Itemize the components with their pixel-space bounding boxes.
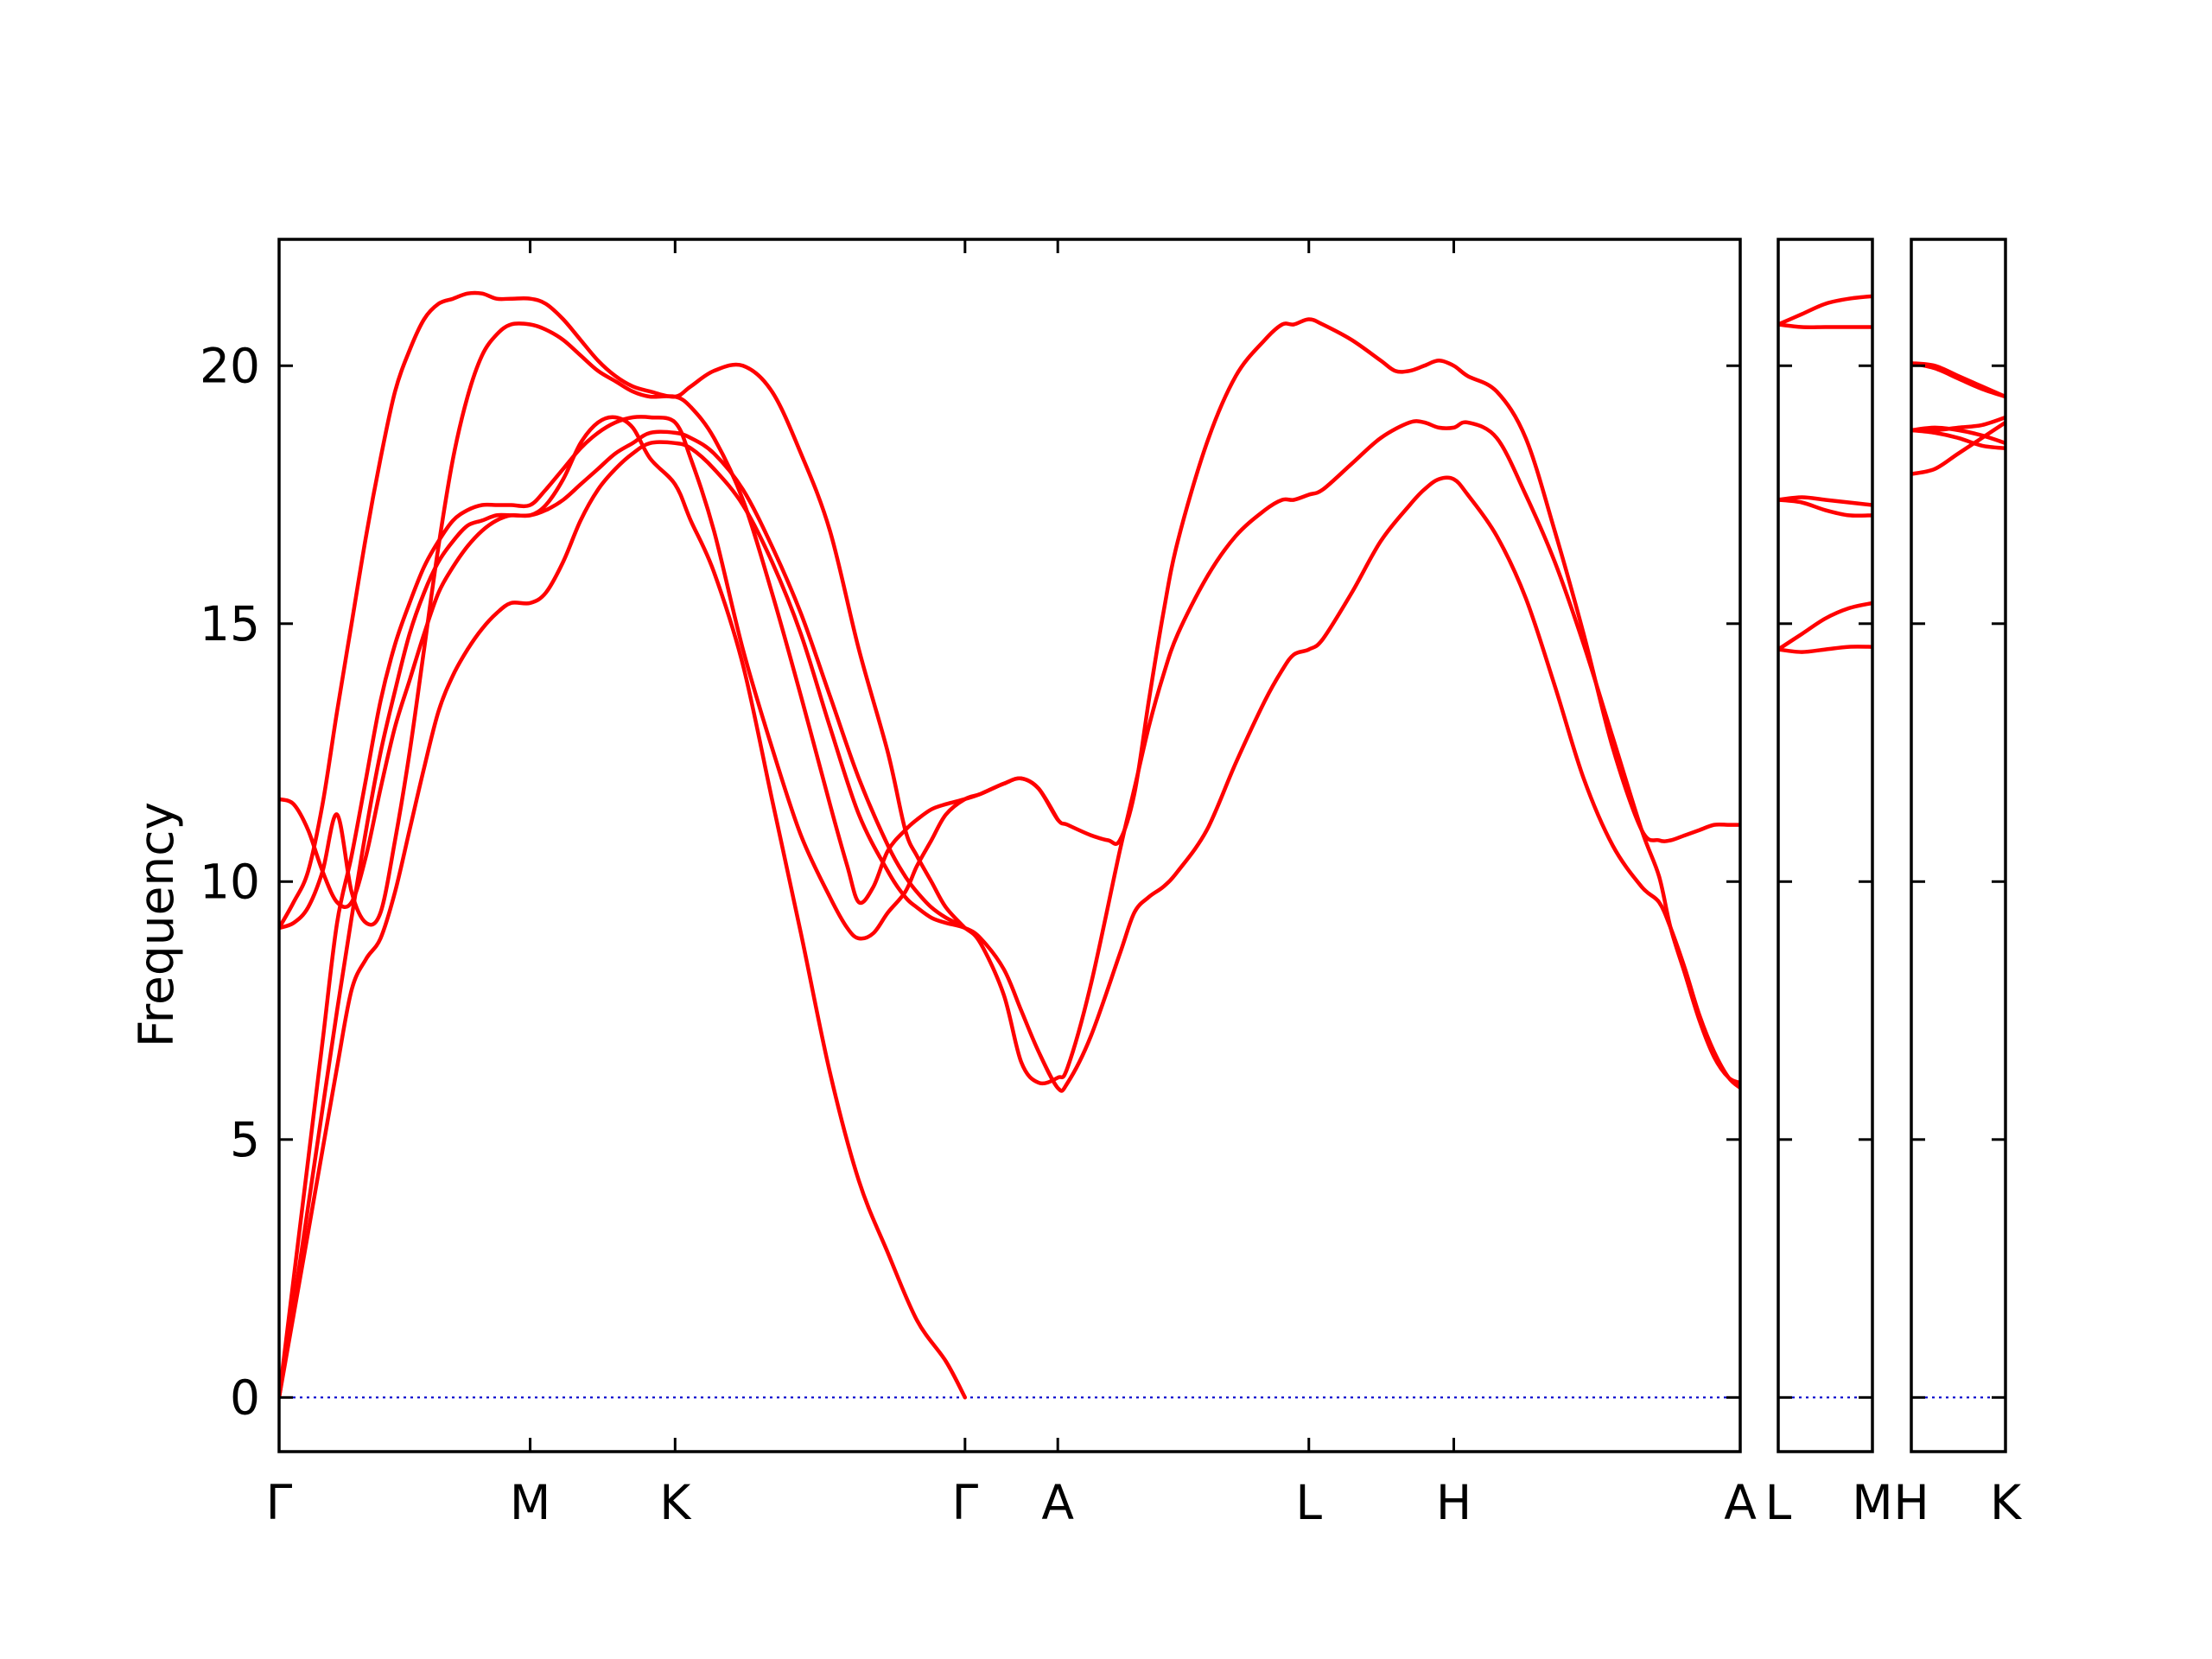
x-tick-label: K bbox=[1990, 1475, 2023, 1530]
x-tick-label: M bbox=[1852, 1475, 1892, 1530]
band-line bbox=[1911, 420, 2005, 476]
panel-frame bbox=[277, 238, 1742, 1453]
x-tick-label: M bbox=[510, 1475, 550, 1530]
x-tick-label: H bbox=[1436, 1475, 1471, 1530]
bands-group bbox=[1911, 361, 2005, 476]
y-axis-label: Frequency bbox=[129, 802, 184, 1047]
band-line bbox=[1778, 645, 1872, 654]
band-line bbox=[279, 440, 1740, 1400]
band-line bbox=[1778, 498, 1872, 518]
band-line bbox=[1778, 322, 1872, 329]
bands-group bbox=[1778, 294, 1872, 654]
band-line bbox=[1778, 495, 1872, 507]
panel-frame bbox=[1777, 238, 1874, 1453]
y-tick-label: 15 bbox=[200, 596, 260, 652]
bands-group bbox=[279, 290, 1740, 1400]
band-line bbox=[1911, 361, 2005, 399]
x-tick-label: L bbox=[1765, 1475, 1792, 1530]
band-line bbox=[279, 419, 1740, 1400]
x-tick-label: A bbox=[1724, 1475, 1757, 1530]
band-line bbox=[1911, 428, 2005, 451]
x-tick-label: L bbox=[1295, 1475, 1322, 1530]
x-tick-label: Γ bbox=[952, 1475, 979, 1530]
band-line bbox=[1911, 425, 2005, 446]
band-line bbox=[1778, 294, 1872, 327]
band-line bbox=[279, 290, 968, 931]
x-tick-label: K bbox=[659, 1475, 692, 1530]
band-line bbox=[1778, 601, 1872, 652]
x-tick-label: H bbox=[1893, 1475, 1929, 1530]
x-tick-label: Γ bbox=[266, 1475, 293, 1530]
x-tick-label: A bbox=[1041, 1475, 1074, 1530]
y-tick-label: 10 bbox=[200, 854, 260, 909]
y-tick-label: 0 bbox=[230, 1370, 260, 1425]
band-line bbox=[279, 321, 1060, 931]
y-tick-label: 5 bbox=[230, 1112, 260, 1167]
panel-frame bbox=[1910, 238, 2007, 1453]
y-tick-label: 20 bbox=[200, 338, 260, 393]
band-line bbox=[279, 415, 968, 1400]
